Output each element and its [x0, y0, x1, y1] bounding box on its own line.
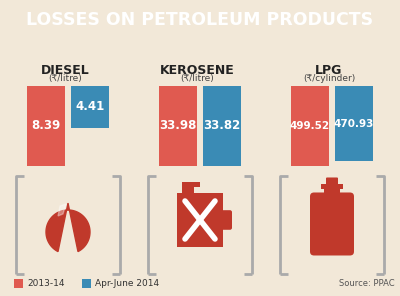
FancyBboxPatch shape	[220, 210, 232, 230]
FancyBboxPatch shape	[324, 189, 340, 199]
Text: (₹/litre): (₹/litre)	[180, 74, 214, 83]
Text: 499.52: 499.52	[290, 121, 330, 131]
Text: LPG: LPG	[315, 64, 343, 77]
FancyBboxPatch shape	[312, 250, 352, 255]
FancyBboxPatch shape	[335, 86, 373, 161]
FancyBboxPatch shape	[310, 192, 354, 255]
Text: 4.41: 4.41	[75, 101, 105, 113]
FancyBboxPatch shape	[182, 182, 200, 187]
Text: DIESEL: DIESEL	[41, 64, 89, 77]
FancyBboxPatch shape	[82, 279, 91, 288]
Text: 470.93: 470.93	[334, 119, 374, 129]
Text: Apr-June 2014: Apr-June 2014	[95, 279, 159, 288]
FancyBboxPatch shape	[71, 86, 109, 128]
FancyBboxPatch shape	[182, 186, 194, 194]
Text: (₹/cylinder): (₹/cylinder)	[303, 74, 355, 83]
FancyBboxPatch shape	[291, 86, 329, 166]
FancyBboxPatch shape	[203, 86, 241, 165]
Text: 33.98: 33.98	[159, 120, 197, 133]
Polygon shape	[46, 203, 90, 252]
Text: 2013-14: 2013-14	[27, 279, 64, 288]
FancyBboxPatch shape	[27, 86, 65, 166]
FancyBboxPatch shape	[177, 193, 223, 247]
Text: LOSSES ON PETROLEUM PRODUCTS: LOSSES ON PETROLEUM PRODUCTS	[26, 11, 374, 29]
Text: 8.39: 8.39	[31, 120, 61, 133]
Text: Source: PPAC: Source: PPAC	[339, 279, 395, 288]
Polygon shape	[58, 204, 66, 216]
FancyBboxPatch shape	[14, 279, 23, 288]
Text: 33.82: 33.82	[203, 119, 241, 132]
Text: (₹/litre): (₹/litre)	[48, 74, 82, 83]
FancyBboxPatch shape	[326, 178, 338, 186]
FancyBboxPatch shape	[159, 86, 197, 166]
Text: KEROSENE: KEROSENE	[160, 64, 234, 77]
FancyBboxPatch shape	[321, 184, 343, 189]
